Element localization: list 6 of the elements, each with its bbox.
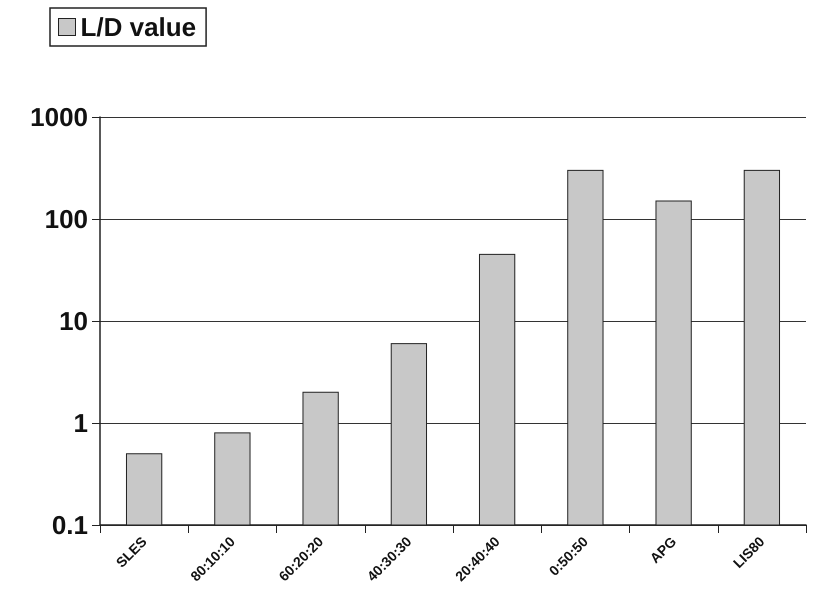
- y-tick-label: 1000: [30, 102, 88, 132]
- y-tick-label: 100: [44, 204, 88, 234]
- y-tick-label: 10: [59, 306, 88, 336]
- y-tick-label: 0.1: [52, 510, 88, 540]
- legend-label: L/D value: [80, 12, 196, 42]
- y-tick-label: 1: [74, 408, 88, 438]
